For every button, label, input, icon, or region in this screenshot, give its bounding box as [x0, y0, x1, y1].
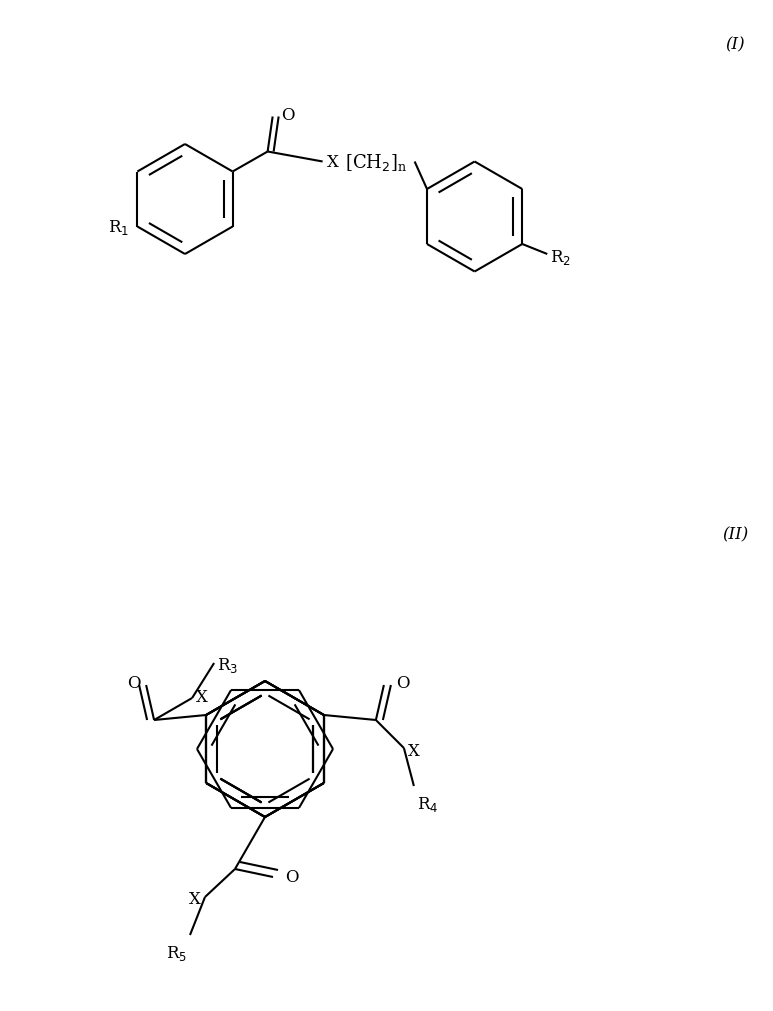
Text: O: O — [128, 674, 141, 692]
Text: O: O — [285, 868, 298, 886]
Text: X: X — [408, 742, 420, 758]
Text: (II): (II) — [722, 526, 748, 543]
Text: X: X — [196, 687, 208, 705]
Text: R$_4$: R$_4$ — [417, 795, 438, 813]
Text: O: O — [396, 674, 410, 692]
Text: (I): (I) — [725, 36, 745, 54]
Text: X: X — [189, 891, 201, 908]
Text: R$_2$: R$_2$ — [550, 248, 571, 266]
Text: R$_5$: R$_5$ — [166, 943, 187, 962]
Text: O: O — [281, 107, 295, 124]
Text: X: X — [327, 154, 339, 171]
Text: $\mathregular{[}$CH$_2\mathregular{]_n}$: $\mathregular{[}$CH$_2\mathregular{]_n}$ — [345, 152, 407, 173]
Text: R$_1$: R$_1$ — [108, 217, 129, 237]
Text: R$_3$: R$_3$ — [217, 655, 238, 674]
